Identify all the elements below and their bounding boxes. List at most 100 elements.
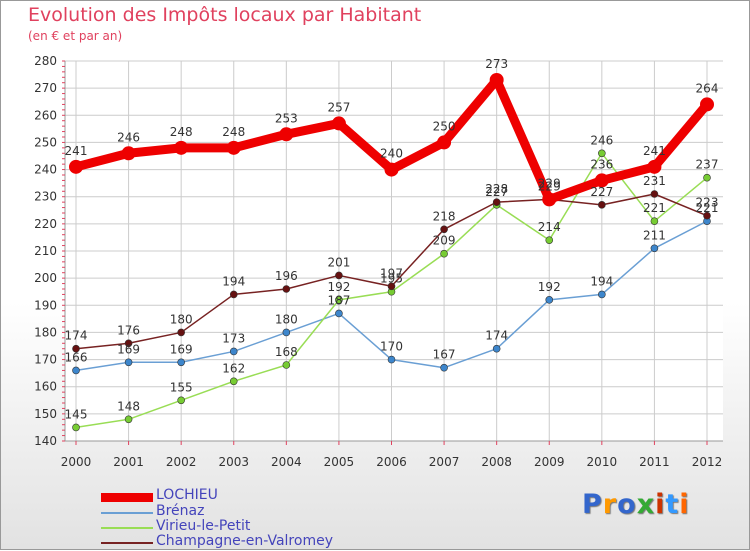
legend-swatch-brenaz — [101, 512, 153, 514]
legend-swatch-champagne — [101, 542, 153, 544]
data-label-champagne-en-valromey-2008: 228 — [485, 182, 508, 196]
data-point-br-naz-2001 — [124, 358, 133, 367]
legend-label-brenaz: Brénaz — [156, 503, 205, 519]
legend-swatch-lochieu — [101, 493, 153, 502]
y-tick-label-280: 280 — [34, 54, 57, 68]
data-point-virieu-le-petit-2003 — [229, 377, 238, 386]
data-label-champagne-en-valromey-2009: 229 — [538, 179, 561, 193]
y-tick-label-260: 260 — [34, 108, 57, 122]
data-label-champagne-en-valromey-2012: 223 — [696, 196, 719, 210]
logo-letter: P — [582, 489, 603, 520]
x-tick-label-2010: 2010 — [587, 455, 618, 469]
data-label-lochieu-2009: 229 — [538, 176, 561, 190]
y-tick-label-200: 200 — [34, 271, 57, 285]
data-point-virieu-le-petit-2000 — [72, 423, 80, 432]
x-tick-label-2001: 2001 — [113, 455, 144, 469]
data-label-lochieu-2006: 240 — [380, 147, 403, 161]
y-tick-label-180: 180 — [34, 325, 57, 339]
data-label-champagne-en-valromey-2011: 231 — [643, 174, 666, 188]
data-label-virieu-le-petit-2004: 168 — [275, 345, 298, 359]
data-point-lochieu-2003 — [226, 140, 241, 155]
data-point-virieu-le-petit-2002 — [177, 396, 185, 405]
data-point-champagne-en-valromey-2008 — [492, 198, 501, 206]
data-point-champagne-en-valromey-2003 — [229, 290, 238, 299]
grid-layer — [65, 60, 723, 442]
y-tick-label-250: 250 — [34, 135, 57, 149]
legend-swatch-virieu — [101, 527, 153, 529]
proxiti-logo: Proxiti — [582, 489, 690, 520]
data-point-lochieu-2010 — [594, 173, 609, 188]
x-tick-label-2005: 2005 — [324, 455, 355, 469]
data-label-virieu-le-petit-2011: 221 — [643, 201, 666, 215]
x-tick-label-2000: 2000 — [61, 455, 92, 469]
data-label-lochieu-2000: 241 — [65, 144, 88, 158]
data-point-lochieu-2012 — [700, 97, 714, 112]
data-point-champagne-en-valromey-2001 — [124, 339, 133, 348]
data-label-champagne-en-valromey-2010: 227 — [590, 185, 613, 199]
y-tick-label-150: 150 — [34, 407, 57, 421]
data-label-br-naz-2005: 187 — [327, 293, 350, 307]
data-label-lochieu-2001: 246 — [117, 130, 140, 144]
y-tick-label-190: 190 — [34, 298, 57, 312]
data-label-lochieu-2008: 273 — [485, 57, 508, 71]
data-label-virieu-le-petit-2006: 195 — [380, 272, 403, 286]
data-point-br-naz-2000 — [72, 366, 80, 375]
data-point-br-naz-2011 — [650, 244, 659, 253]
data-point-br-naz-2004 — [282, 328, 291, 337]
data-point-lochieu-2008 — [489, 73, 504, 87]
x-tick-label-2012: 2012 — [692, 455, 723, 469]
x-tick-label-2002: 2002 — [166, 455, 197, 469]
data-point-br-naz-2003 — [229, 347, 238, 356]
data-label-virieu-le-petit-2003: 162 — [222, 361, 245, 375]
data-label-champagne-en-valromey-2005: 201 — [327, 255, 350, 269]
logo-letter: x — [636, 489, 656, 520]
data-label-lochieu-2010: 236 — [590, 157, 613, 171]
data-label-virieu-le-petit-2005: 192 — [327, 280, 350, 294]
data-label-virieu-le-petit-2008: 227 — [485, 185, 508, 199]
data-point-champagne-en-valromey-2007 — [440, 225, 448, 234]
data-point-lochieu-2005 — [331, 116, 346, 131]
data-label-br-naz-2002: 169 — [170, 342, 193, 356]
y-tick-label-210: 210 — [34, 244, 57, 258]
data-label-virieu-le-petit-2012: 237 — [696, 158, 719, 172]
data-point-lochieu-2009 — [542, 192, 557, 207]
logo-letter: o — [617, 489, 637, 520]
data-label-br-naz-2000: 166 — [65, 350, 88, 364]
data-label-champagne-en-valromey-2003: 194 — [222, 274, 245, 288]
y-tick-label-170: 170 — [34, 353, 57, 367]
data-label-virieu-le-petit-2000: 145 — [65, 407, 88, 421]
data-label-lochieu-2004: 253 — [275, 111, 298, 125]
data-label-virieu-le-petit-2001: 148 — [117, 399, 140, 413]
data-label-br-naz-2004: 180 — [275, 312, 298, 326]
data-point-lochieu-2011 — [647, 159, 662, 174]
data-label-layer: 166 169 169 173 180 187 170 167 174 192 194 211 221 1… — [65, 57, 719, 421]
data-point-virieu-le-petit-2001 — [124, 415, 133, 424]
y-tick-label-140: 140 — [34, 434, 57, 448]
data-label-br-naz-2009: 192 — [538, 280, 561, 294]
data-point-lochieu-2007 — [437, 135, 452, 150]
data-point-virieu-le-petit-2012 — [703, 173, 711, 182]
legend-label-virieu: Virieu-le-Petit — [156, 518, 251, 534]
x-tick-label-2004: 2004 — [271, 455, 302, 469]
chart-title: Evolution des Impôts locaux par Habitant — [28, 4, 422, 26]
x-tick-label-2003: 2003 — [218, 455, 249, 469]
y-tick-label-160: 160 — [34, 380, 57, 394]
data-label-br-naz-2011: 211 — [643, 228, 666, 242]
data-label-br-naz-2006: 170 — [380, 340, 403, 354]
data-label-champagne-en-valromey-2006: 197 — [380, 266, 403, 280]
data-label-virieu-le-petit-2010: 246 — [590, 133, 613, 147]
data-point-br-naz-2009 — [545, 296, 554, 304]
logo-letter: i — [679, 489, 690, 520]
data-point-champagne-en-valromey-2004 — [282, 285, 291, 293]
data-label-br-naz-2001: 169 — [117, 342, 140, 356]
data-point-br-naz-2002 — [177, 358, 185, 367]
chart-subtitle: (en € et par an) — [28, 29, 123, 43]
data-point-br-naz-2005 — [335, 309, 343, 318]
data-label-virieu-le-petit-2007: 209 — [433, 234, 456, 248]
logo-letter: i — [655, 489, 666, 520]
data-point-lochieu-2002 — [174, 140, 189, 155]
data-point-lochieu-2001 — [121, 146, 136, 161]
data-point-br-naz-2010 — [598, 290, 606, 299]
